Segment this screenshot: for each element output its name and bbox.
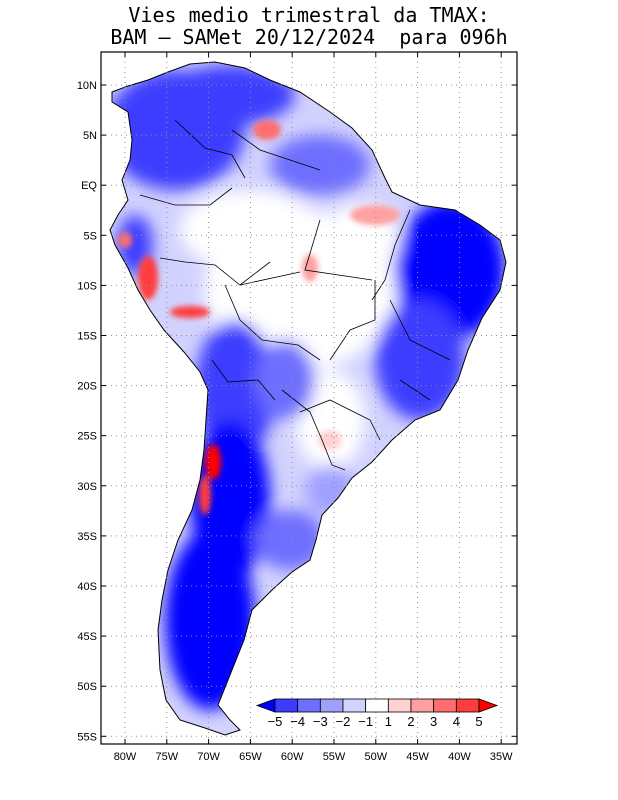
colorbar-label: 5 bbox=[475, 714, 482, 729]
colorbar-swatch bbox=[274, 698, 299, 713]
map-title-line-1: Vies medio trimestral da TMAX: bbox=[128, 3, 490, 27]
lat-tick-label: 40S bbox=[77, 581, 97, 593]
colorbar-label: −3 bbox=[313, 714, 328, 729]
colorbar-swatch bbox=[387, 698, 412, 713]
lon-tick-label: 50W bbox=[364, 751, 387, 763]
lon-tick-label: 75W bbox=[155, 751, 178, 763]
lon-tick-label: 65W bbox=[239, 751, 262, 763]
lon-tick-label: 55W bbox=[323, 751, 346, 763]
colorbar-label: 2 bbox=[407, 714, 414, 729]
colorbar-label: 1 bbox=[385, 714, 392, 729]
colorbar-label: −1 bbox=[358, 714, 373, 729]
colorbar-swatch bbox=[478, 698, 499, 713]
lon-tick-label: 45W bbox=[406, 751, 429, 763]
lat-tick-label: 50S bbox=[77, 681, 97, 693]
colorbar-label: 4 bbox=[453, 714, 460, 729]
colorbar-label: −4 bbox=[290, 714, 305, 729]
colorbar: −5 −4 −3 −2 −1 1 2 3 4 5 bbox=[255, 698, 499, 729]
lat-tick-label: 55S bbox=[77, 731, 97, 743]
map-title-line-2: BAM – SAMet 20/12/2024 para 096h bbox=[110, 25, 508, 49]
colorbar-swatch bbox=[342, 698, 367, 713]
longitude-axis: 80W 75W 70W 65W 60W 55W 50W 45W 40W 35W bbox=[114, 52, 513, 763]
colorbar-swatch bbox=[433, 698, 457, 713]
lat-tick-label: 30S bbox=[77, 481, 97, 493]
lat-tick-label: 25S bbox=[77, 431, 97, 443]
lat-tick-label: 35S bbox=[77, 531, 97, 543]
lon-tick-label: 40W bbox=[448, 751, 471, 763]
colorbar-label: 3 bbox=[430, 714, 437, 729]
lon-tick-label: 60W bbox=[281, 751, 304, 763]
lat-tick-label: 5N bbox=[83, 130, 97, 142]
colorbar-swatch bbox=[410, 698, 435, 713]
lat-tick-label: EQ bbox=[81, 180, 97, 192]
lat-tick-label: 10N bbox=[77, 80, 97, 92]
lat-tick-label: 5S bbox=[84, 230, 97, 242]
graticule bbox=[101, 52, 517, 744]
colorbar-label: −2 bbox=[336, 714, 351, 729]
lon-tick-label: 35W bbox=[490, 751, 513, 763]
lon-tick-label: 80W bbox=[114, 751, 137, 763]
colorbar-swatch bbox=[455, 698, 480, 713]
lat-tick-label: 15S bbox=[77, 331, 97, 343]
colorbar-swatch bbox=[319, 698, 344, 713]
colorbar-label: −5 bbox=[268, 714, 283, 729]
colorbar-swatch bbox=[297, 698, 321, 713]
lat-tick-label: 45S bbox=[77, 631, 97, 643]
latitude-axis: 10N 5N EQ 5S 10S 15S 20S 25S 30S 35S 40S 45S 50S 55S bbox=[77, 80, 517, 743]
lon-tick-label: 70W bbox=[197, 751, 220, 763]
lat-tick-label: 20S bbox=[77, 381, 97, 393]
colorbar-swatch bbox=[365, 698, 389, 713]
lat-tick-label: 10S bbox=[77, 280, 97, 292]
